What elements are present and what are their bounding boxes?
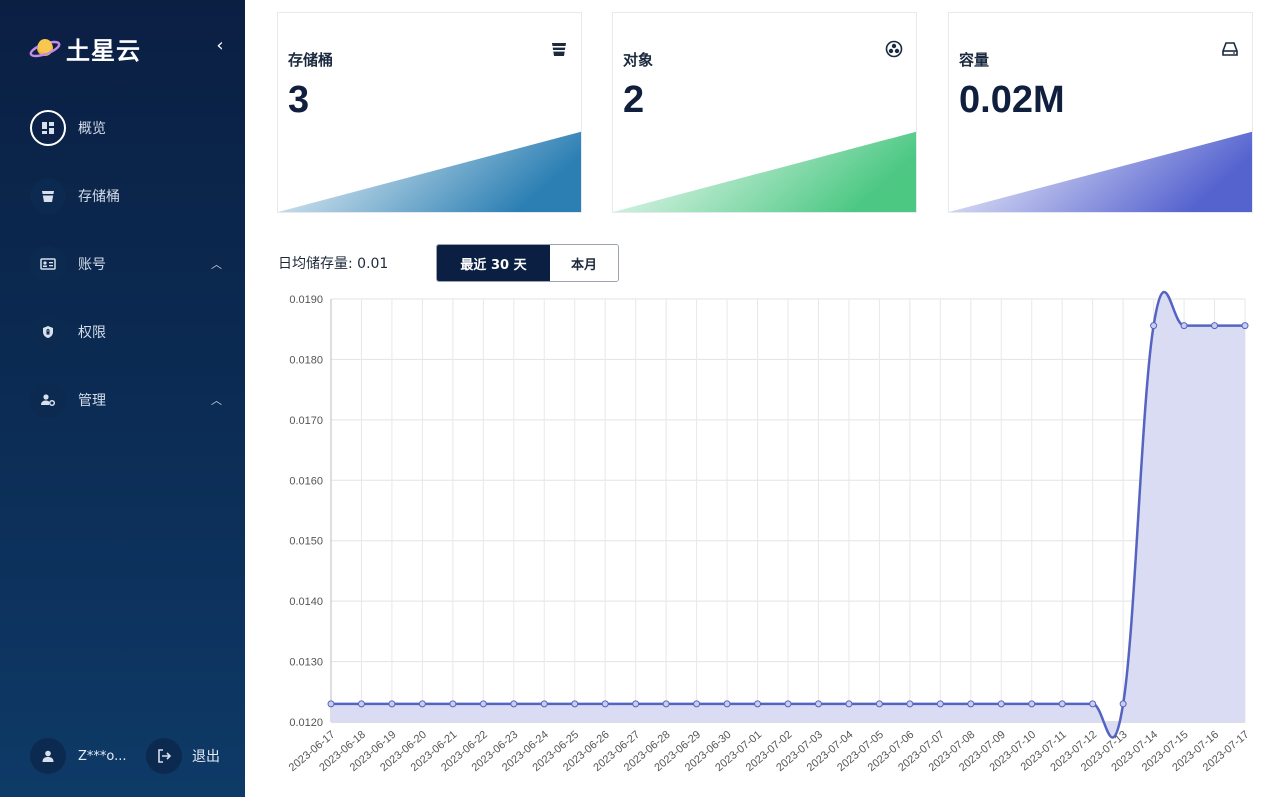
data-point [632, 700, 640, 708]
card-gradient [949, 131, 1252, 212]
data-point [845, 700, 853, 708]
stat-card-capacity[interactable]: 容量 0.02M [948, 12, 1253, 213]
saturn-logo-icon [28, 31, 62, 65]
daily-average-storage: 日均储存量: 0.01 [278, 256, 389, 272]
logout-button[interactable]: 退出 [146, 738, 220, 774]
data-point [1058, 700, 1066, 708]
data-point [357, 700, 365, 708]
storage-chart: 0.0190 0.0180 0.0170 0.0160 0.0150 0.0140 0.01… [287, 290, 1252, 774]
data-point [662, 700, 670, 708]
user-icon [30, 738, 66, 774]
data-point [723, 700, 731, 708]
card-gradient [613, 131, 916, 212]
brand[interactable]: 土星云 [28, 30, 141, 66]
shield-lock-icon [30, 314, 66, 350]
series-area [331, 291, 1245, 738]
card-label: 容量 [959, 51, 990, 69]
range-last-30-days-button[interactable]: 最近 30 天 [437, 245, 550, 281]
range-this-month-button[interactable]: 本月 [550, 245, 618, 281]
y-tick-label: 0.0190 [289, 294, 323, 306]
current-user[interactable]: Z***o... [30, 738, 127, 774]
card-value: 0.02M [959, 79, 1065, 121]
data-point [327, 700, 335, 708]
sidebar-item-label: 账号 [78, 257, 106, 273]
app-title: 土星云 [66, 36, 141, 65]
data-point [693, 700, 701, 708]
user-name: Z***o... [78, 748, 127, 764]
sidebar-item-management[interactable]: 管理 ︿ [30, 381, 230, 419]
objects-icon [884, 39, 904, 59]
data-point [1211, 322, 1219, 330]
y-tick-label: 0.0170 [289, 415, 323, 427]
data-point [1241, 322, 1249, 330]
data-point [1150, 322, 1158, 330]
y-tick-label: 0.0130 [289, 657, 323, 669]
data-point [967, 700, 975, 708]
data-point [540, 700, 548, 708]
data-point [754, 700, 762, 708]
stat-card-objects[interactable]: 对象 2 [612, 12, 917, 213]
bucket-icon [549, 39, 569, 59]
range-selector: 最近 30 天 本月 [436, 244, 619, 282]
data-point [997, 700, 1005, 708]
data-point [571, 700, 579, 708]
data-point [936, 700, 944, 708]
drive-icon [1220, 39, 1240, 59]
data-point [479, 700, 487, 708]
sidebar-item-label: 管理 [78, 393, 106, 409]
data-point [814, 700, 822, 708]
y-tick-label: 0.0160 [289, 475, 323, 487]
sidebar-item-overview[interactable]: 概览 [30, 109, 230, 147]
data-point [510, 700, 518, 708]
card-gradient [278, 131, 581, 212]
data-point [1089, 700, 1097, 708]
data-point [875, 700, 883, 708]
dashboard-icon [30, 110, 66, 146]
chevron-up-icon[interactable]: ︿ [211, 258, 222, 271]
card-label: 存储桶 [288, 51, 334, 69]
chevron-up-icon[interactable]: ︿ [211, 394, 222, 407]
data-point [418, 700, 426, 708]
sidebar-item-permissions[interactable]: 权限 [30, 313, 230, 351]
data-point [784, 700, 792, 708]
data-point [388, 700, 396, 708]
card-label: 对象 [623, 51, 654, 69]
user-gear-icon [30, 382, 66, 418]
logout-icon [146, 738, 182, 774]
sidebar-item-label: 权限 [78, 325, 106, 341]
y-tick-label: 0.0140 [289, 596, 323, 608]
card-value: 2 [623, 79, 645, 121]
logout-label: 退出 [192, 749, 220, 765]
card-value: 3 [288, 79, 310, 121]
bucket-icon [30, 178, 66, 214]
sidebar: 土星云 ‹ 概览 存储桶 账号 ︿ 权限 管理 ︿ [0, 0, 245, 797]
y-tick-label: 0.0180 [289, 354, 323, 366]
y-tick-label: 0.0120 [289, 717, 323, 729]
collapse-sidebar-icon[interactable]: ‹ [216, 35, 224, 56]
id-card-icon [30, 246, 66, 282]
data-point [1180, 322, 1188, 330]
stat-card-buckets[interactable]: 存储桶 3 [277, 12, 582, 213]
sidebar-item-label: 概览 [78, 121, 106, 137]
sidebar-item-label: 存储桶 [78, 189, 120, 205]
sidebar-item-buckets[interactable]: 存储桶 [30, 177, 230, 215]
data-point [449, 700, 457, 708]
data-point [601, 700, 609, 708]
data-point [906, 700, 914, 708]
data-point [1119, 700, 1127, 708]
data-point [1028, 700, 1036, 708]
sidebar-item-accounts[interactable]: 账号 ︿ [30, 245, 230, 283]
y-tick-label: 0.0150 [289, 536, 323, 548]
